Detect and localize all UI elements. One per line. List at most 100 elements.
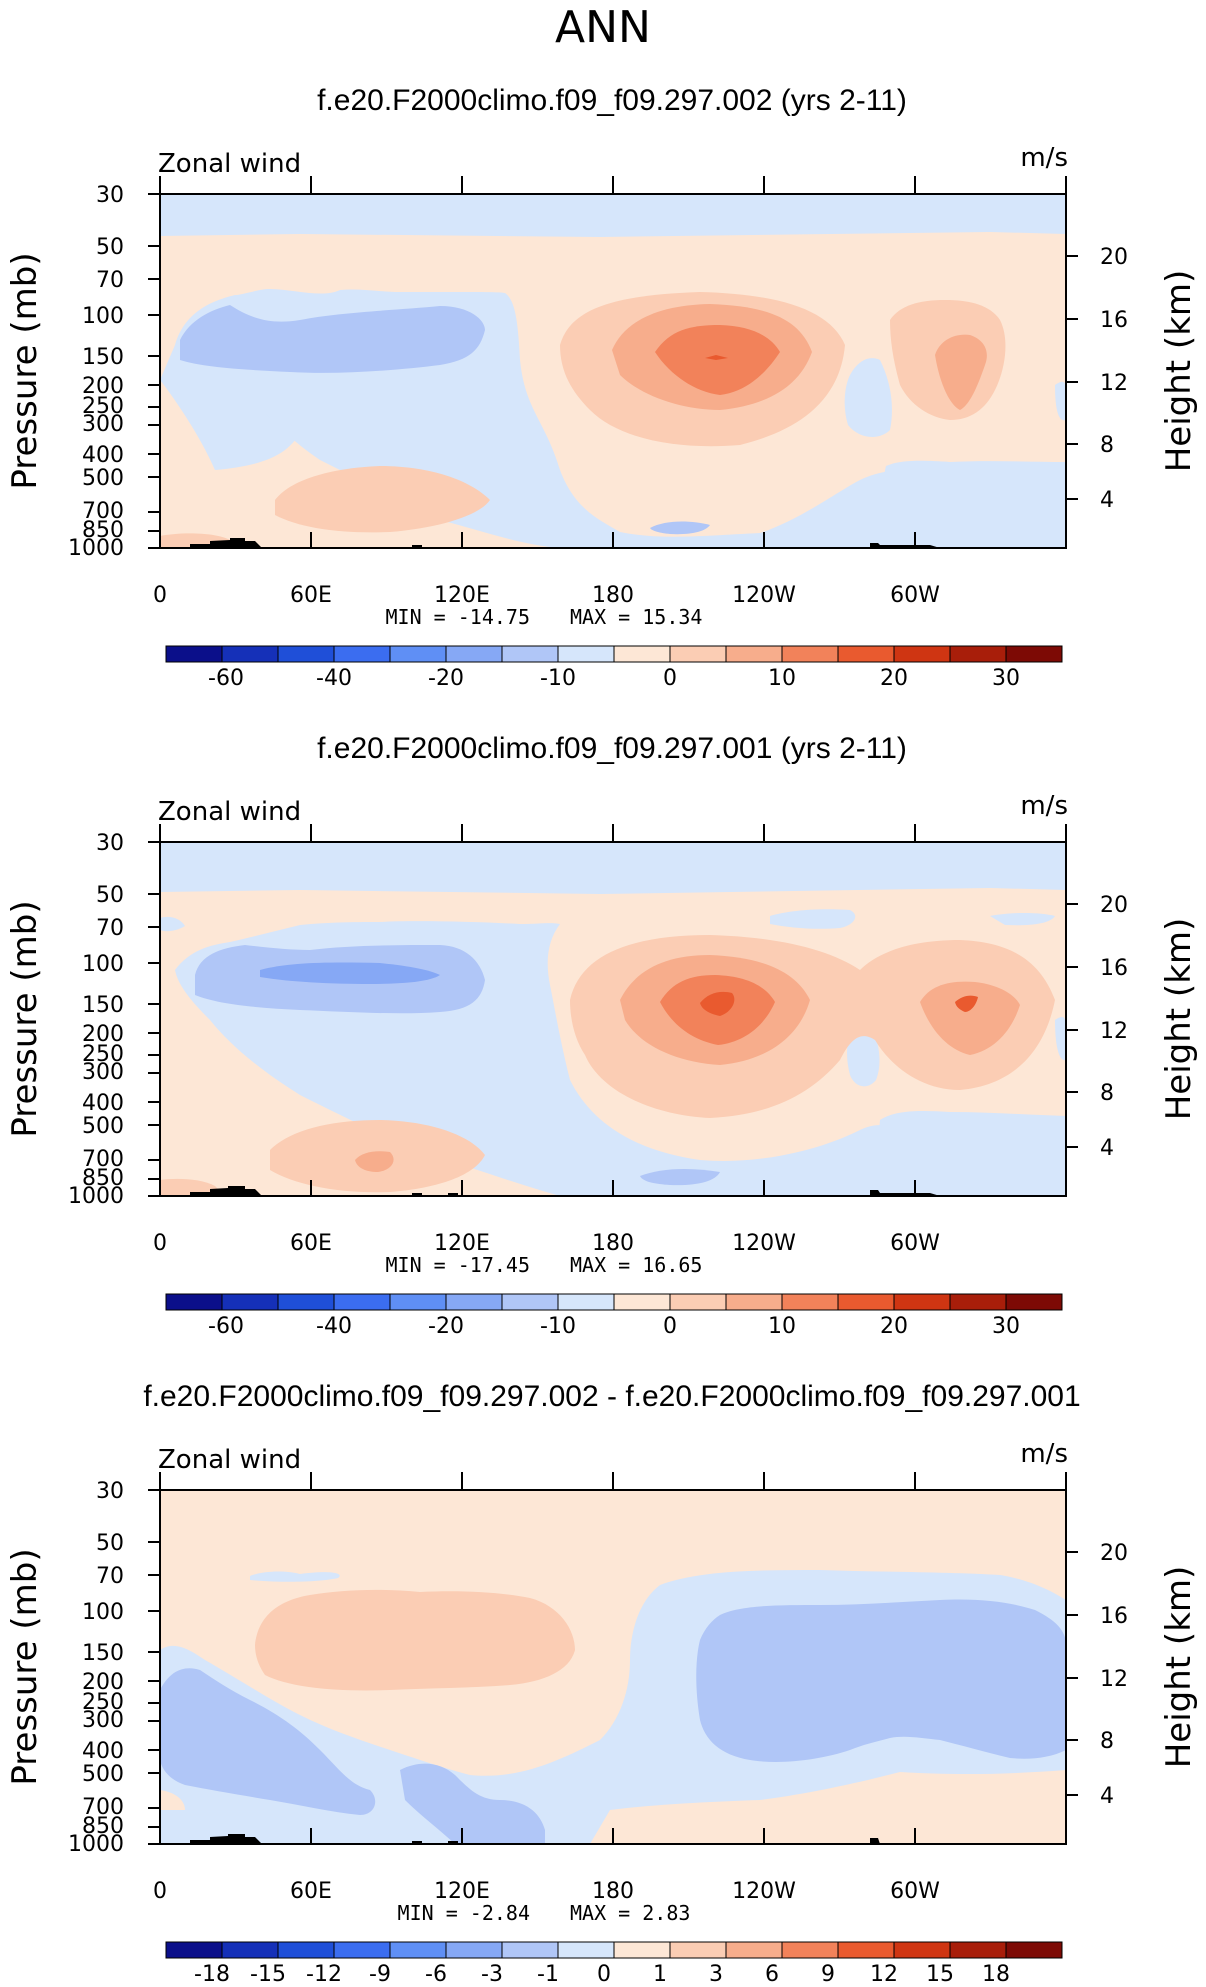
panel-3-title: f.e20.F2000climo.f09_f09.297.002 - f.e20… xyxy=(143,1380,1080,1413)
panel-1-colorbar-swatch xyxy=(1005,645,1063,663)
panel-3-region-3 xyxy=(160,1668,376,1815)
panel-1-colorbar-swatch xyxy=(501,645,559,663)
panel-2-ytick-label: 200 xyxy=(82,1022,124,1047)
panel-1-colorbar-swatch xyxy=(165,645,223,663)
panel-3-colorbar-label: -6 xyxy=(425,1962,447,1987)
panel-1-height-ticks xyxy=(1066,255,1078,500)
panel-3-ytick-label: 1000 xyxy=(68,1832,124,1857)
panel-1-colorbar-swatch xyxy=(837,645,895,663)
panel-2-ytick-label: 1000 xyxy=(68,1184,124,1209)
panel-2-height-label: 8 xyxy=(1100,1081,1114,1106)
panel-2-region-14 xyxy=(355,1151,394,1172)
panel-1-ytick-label: 700 xyxy=(82,499,124,524)
panel-2-colorbar-swatch xyxy=(837,1293,895,1311)
panel-2-variable-label: Zonal wind xyxy=(158,797,301,827)
panel-2-ytick-label: 150 xyxy=(82,993,124,1018)
panel-1-colorbar-label: 10 xyxy=(768,666,796,691)
panel-3-colorbar-label: -9 xyxy=(369,1962,391,1987)
panel-3-colorbar-swatch xyxy=(501,1941,559,1959)
panel-2-colorbar xyxy=(165,1293,1063,1311)
panel-1-xtick-label: 180 xyxy=(592,583,634,608)
panel-3-colorbar-swatch xyxy=(1005,1941,1063,1959)
panel-2-region-2 xyxy=(770,909,856,929)
panel-2-height-label: 20 xyxy=(1100,893,1128,918)
panel-1-height-label: 16 xyxy=(1100,308,1128,333)
panel-3-height-axis-label: Height (km) xyxy=(1159,1566,1199,1769)
panel-3-colorbar-swatch xyxy=(781,1941,839,1959)
panel-3-colorbar xyxy=(165,1941,1063,1959)
panel-3-colorbar-swatch xyxy=(669,1941,727,1959)
panel-2: f.e20.F2000climo.f09_f09.297.001 (yrs 2-… xyxy=(5,732,1199,1339)
panel-1-colorbar-swatch xyxy=(949,645,1007,663)
panel-1-ytick-label: 500 xyxy=(82,466,124,491)
panel-3-ytick-label: 300 xyxy=(82,1708,124,1733)
panel-3-colorbar-label: 1 xyxy=(653,1962,667,1987)
panel-3-colorbar-swatch xyxy=(445,1941,503,1959)
panel-3-colorbar-swatch xyxy=(893,1941,951,1959)
panel-1-colorbar-swatch xyxy=(221,645,279,663)
panel-2-colorbar-label: -60 xyxy=(208,1314,244,1339)
panel-3-colorbar-label: 18 xyxy=(982,1962,1010,1987)
panel-3-min-label: MIN = -2.84 xyxy=(398,1901,530,1925)
panel-3-variable-label: Zonal wind xyxy=(158,1445,301,1475)
panel-2-xtick-label: 60E xyxy=(290,1231,332,1256)
panel-3-ytick-label: 30 xyxy=(96,1479,124,1504)
panel-1-colorbar-label: -40 xyxy=(316,666,352,691)
panel-2-ytick-label: 70 xyxy=(96,916,124,941)
panel-1-ytick-label: 250 xyxy=(82,394,124,419)
panel-2-colorbar-swatch xyxy=(165,1293,223,1311)
panel-3-xtick-label: 0 xyxy=(153,1879,167,1904)
panel-3-colorbar-label: 0 xyxy=(597,1962,611,1987)
panel-3-colorbar-swatch xyxy=(837,1941,895,1959)
panel-3-colorbar-label: 15 xyxy=(926,1962,954,1987)
panel-1-region-11 xyxy=(650,521,710,535)
panel-1-colorbar-swatch xyxy=(445,645,503,663)
panel-3-ytick-label: 50 xyxy=(96,1531,124,1556)
panel-3-region-8 xyxy=(160,1790,185,1810)
panel-1-colorbar-label: -20 xyxy=(428,666,464,691)
panel-2-y-axis-label: Pressure (mb) xyxy=(5,900,45,1137)
panel-2-field xyxy=(160,842,1066,1196)
panel-1-topography xyxy=(190,538,262,548)
panel-3-ytick-label: 400 xyxy=(82,1739,124,1764)
panel-1-ytick-label: 150 xyxy=(82,345,124,370)
panel-1-xtick-label: 0 xyxy=(153,583,167,608)
panel-2-xtick-label: 60W xyxy=(890,1231,940,1256)
panel-2-region-12 xyxy=(955,995,978,1012)
panel-2-y-ticks xyxy=(148,841,160,1197)
panel-1-colorbar-label: -60 xyxy=(208,666,244,691)
panel-1-title: f.e20.F2000climo.f09_f09.297.002 (yrs 2-… xyxy=(317,84,907,117)
panel-1-ytick-label: 100 xyxy=(82,304,124,329)
panel-1-ytick-label: 1000 xyxy=(68,536,124,561)
panel-3-colorbar-label: -3 xyxy=(481,1962,503,1987)
panel-3-xtick-label: 60E xyxy=(290,1879,332,1904)
panel-1-jet-core-1 xyxy=(655,325,780,395)
panel-1-colorbar-swatch xyxy=(613,645,671,663)
panel-2-units: m/s xyxy=(1020,791,1068,821)
panel-2-colorbar-swatch xyxy=(1005,1293,1063,1311)
panel-3-colorbar-swatch xyxy=(389,1941,447,1959)
panel-1: f.e20.F2000climo.f09_f09.297.002 (yrs 2-… xyxy=(5,84,1199,691)
panel-1-xtick-label: 120W xyxy=(732,583,796,608)
panel-2-colorbar-swatch xyxy=(557,1293,615,1311)
panel-1-height-label: 12 xyxy=(1100,371,1128,396)
panel-3-colorbar-label: 9 xyxy=(821,1962,835,1987)
panel-3-colorbar-swatch xyxy=(725,1941,783,1959)
panel-2-region-1 xyxy=(160,916,185,932)
panel-2-ytick-label: 250 xyxy=(82,1042,124,1067)
panel-3-region-1 xyxy=(250,1571,340,1582)
panel-2-colorbar-swatch xyxy=(669,1293,727,1311)
panel-3-field xyxy=(160,1490,1066,1844)
panel-3-height-label: 4 xyxy=(1100,1784,1114,1809)
panel-2-jet-core-2 xyxy=(920,981,1020,1055)
panel-1-height-axis-label: Height (km) xyxy=(1159,270,1199,473)
panel-3-colorbar-swatch xyxy=(333,1941,391,1959)
panel-2-colorbar-label: 20 xyxy=(880,1314,908,1339)
panel-1-region-8 xyxy=(705,355,728,360)
panel-3-ytick-label: 70 xyxy=(96,1564,124,1589)
panel-1-y-ticks xyxy=(148,193,160,549)
panel-3-colorbar-swatch xyxy=(165,1941,223,1959)
panel-3-colorbar-swatch xyxy=(277,1941,335,1959)
panel-2-colorbar-swatch xyxy=(221,1293,279,1311)
panel-3-topography xyxy=(190,1834,262,1844)
